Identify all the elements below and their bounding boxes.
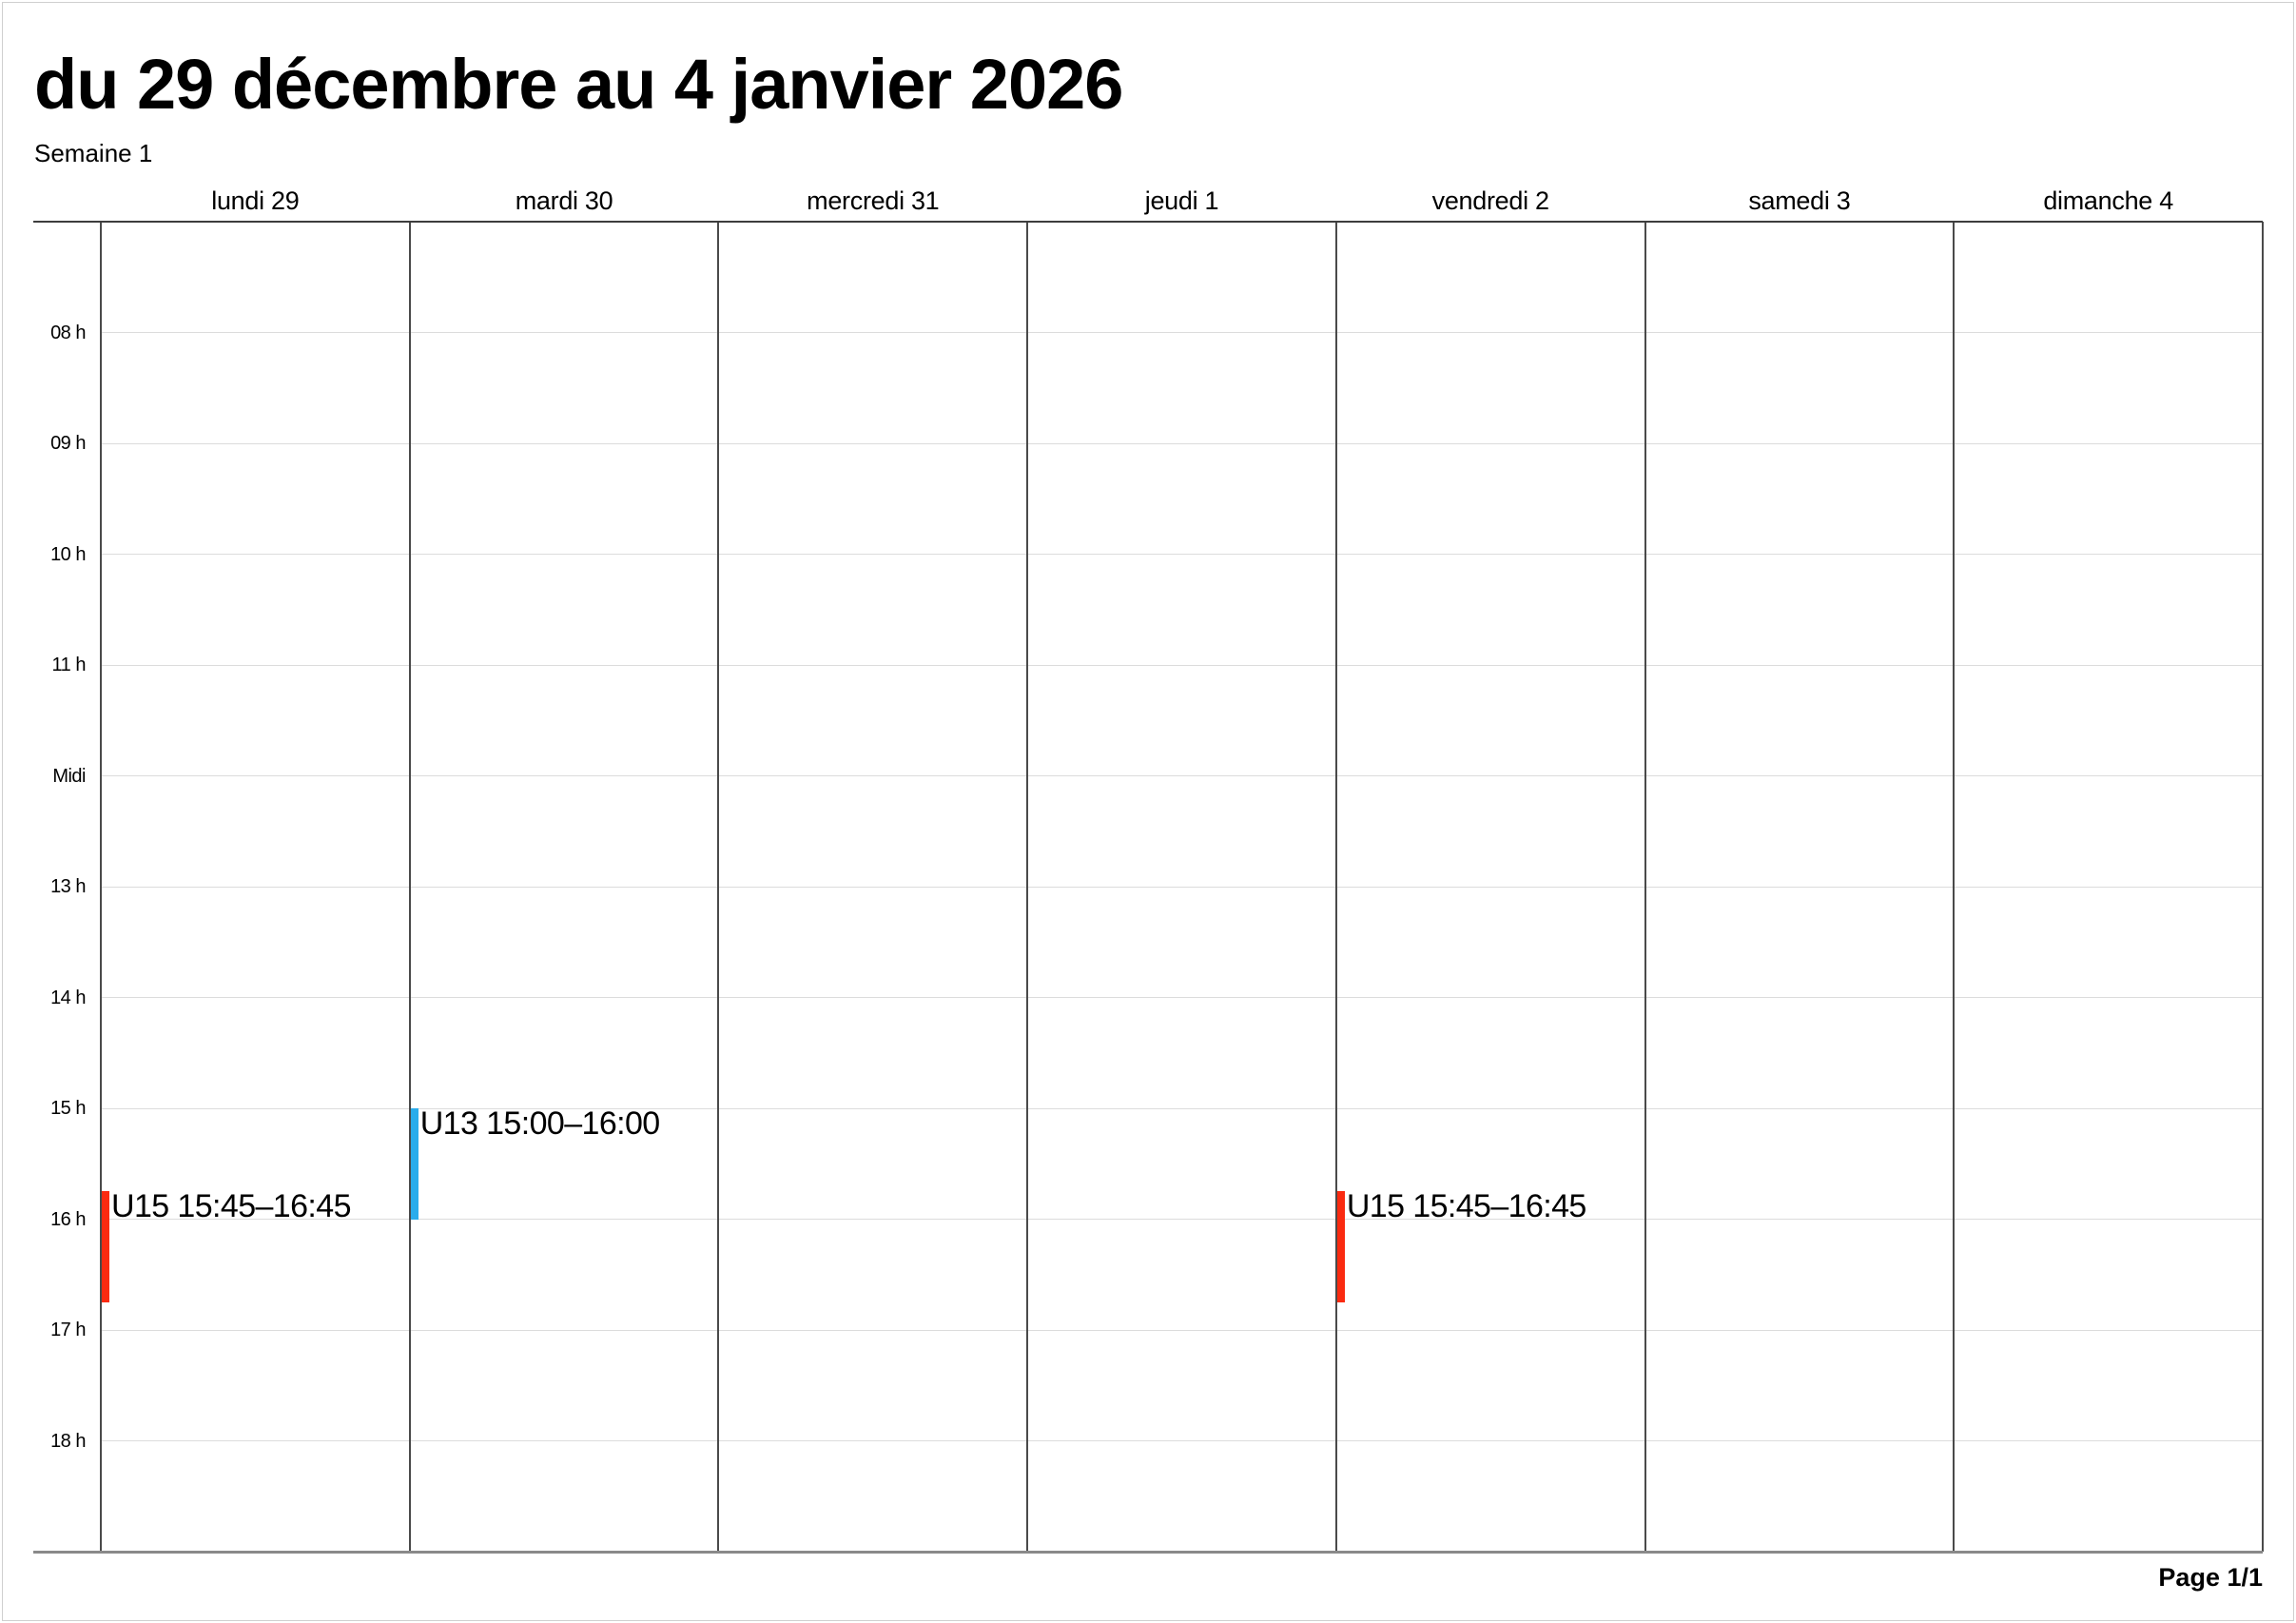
hour-gridline [101,1440,2263,1441]
calendar-event: U13 15:00–16:00 [410,1105,719,1220]
hour-gridline [101,442,2263,444]
time-label: 14 h [50,987,86,1008]
time-label: 11 h [51,655,87,675]
day-header-7: dimanche 4 [2043,186,2173,215]
day-header-5: vendredi 2 [1431,186,1549,215]
event-label: U15 15:45–16:45 [1346,1188,1587,1225]
page-number: Page 1/1 [2158,1563,2263,1592]
time-label: 16 h [50,1208,86,1230]
column-divider [1953,222,1955,1552]
hour-gridline [101,997,2263,998]
hour-gridline [101,1219,2263,1220]
event-label: U15 15:45–16:45 [111,1188,352,1225]
time-label: 09 h [50,433,86,454]
column-divider [717,222,720,1552]
time-label: 08 h [50,322,86,343]
hour-gridline [101,554,2263,555]
column-divider [1334,222,1337,1552]
page-title: du 29 décembre au 4 janvier 2026 [34,45,1123,124]
time-label: 10 h [50,543,86,565]
hour-gridline [101,775,2263,776]
grid-top-border [33,220,2263,223]
grid-right-border [2262,222,2264,1552]
column-divider [408,222,411,1552]
day-header-1: lundi 29 [211,186,300,215]
time-gutter-divider [100,222,102,1552]
day-header-2: mardi 30 [515,186,613,215]
hour-gridline [101,664,2263,666]
time-label: 15 h [50,1098,86,1119]
grid-bottom-border [33,1551,2263,1554]
time-label: 18 h [50,1430,86,1452]
hour-gridline [101,886,2263,888]
calendar-event: U15 15:45–16:45 [1336,1188,1645,1302]
hour-gridline [101,1329,2263,1331]
event-color-bar [1336,1191,1345,1302]
time-label: Midi [52,765,86,787]
time-label: 17 h [50,1320,86,1340]
hour-gridline [101,332,2263,333]
event-label: U13 15:00–16:00 [419,1105,661,1142]
event-color-bar [410,1108,418,1220]
column-divider [1026,222,1029,1552]
day-header-3: mercredi 31 [807,186,940,215]
day-header-6: samedi 3 [1748,186,1851,215]
time-label: 13 h [50,876,86,897]
event-color-bar [102,1191,109,1302]
hour-gridline [101,1107,2263,1109]
column-divider [1644,222,1646,1552]
week-subtitle: Semaine 1 [34,139,153,167]
day-header-4: jeudi 1 [1144,186,1219,215]
calendar-event: U15 15:45–16:45 [101,1188,410,1302]
